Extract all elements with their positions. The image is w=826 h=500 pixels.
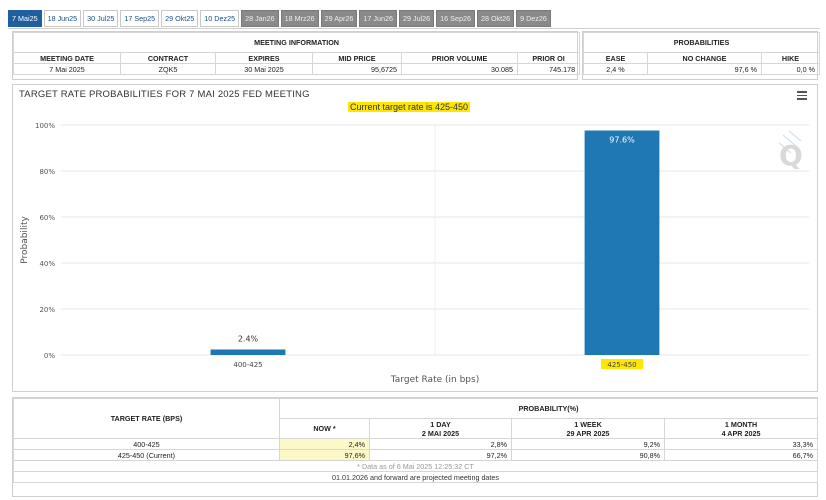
x-axis-label: Target Rate (in bps) — [390, 375, 479, 385]
bar — [584, 130, 660, 355]
row-day: 2,8% — [369, 438, 512, 450]
meeting-tab[interactable]: 18 Mrz26 — [280, 10, 319, 27]
col-1-week: 1 WEEK 29 APR 2025 — [511, 418, 665, 439]
meeting-info-title: MEETING INFORMATION — [12, 32, 581, 53]
y-tick-label: 0% — [44, 352, 55, 360]
mid-price-value: 95,6725 — [312, 63, 402, 75]
bar — [210, 349, 286, 355]
prior-volume-value: 30.085 — [401, 63, 518, 75]
probability-header: PROBABILITY(%) — [278, 398, 819, 419]
col-1-day: 1 DAY 2 MAI 2025 — [369, 418, 512, 439]
meeting-tab[interactable]: 29 Apr26 — [320, 10, 358, 27]
meeting-tab[interactable]: 29 Jul26 — [398, 10, 435, 27]
target-rate-header: TARGET RATE (BPS) — [13, 398, 280, 439]
ease-value: 2,4 % — [583, 63, 648, 75]
y-tick-label: 100% — [35, 122, 55, 130]
hike-value: 0,0 % — [760, 63, 821, 75]
meeting-tab[interactable]: 7 Mai25 — [8, 10, 42, 27]
meeting-tab[interactable]: 16 Sep26 — [436, 10, 475, 27]
row-rate: 425-450 (Current) — [13, 449, 280, 461]
meeting-tabs: 7 Mai25 18 Jun25 30 Jul25 17 Sep25 29 Okt25 1… — [8, 10, 551, 28]
meeting-tab[interactable]: 30 Jul25 — [83, 10, 119, 27]
meeting-tab[interactable]: 17 Jun26 — [359, 10, 397, 27]
expires-value: 30 Mai 2025 — [215, 63, 313, 75]
row-rate: 400-425 — [13, 438, 280, 450]
meeting-tab[interactable]: 28 Okt26 — [476, 10, 515, 27]
target-rate-chart-panel: TARGET RATE PROBABILITIES FOR 7 MAI 2025… — [12, 84, 818, 392]
hamburger-menu-icon[interactable] — [797, 91, 807, 100]
projected-dates-note: 01.01.2026 and forward are projected mee… — [12, 471, 819, 483]
col-hike: HIKE — [760, 52, 821, 64]
meeting-tab[interactable]: 29 Okt25 — [161, 10, 199, 27]
row-now: 2,4% — [279, 438, 370, 450]
data-label: 97.6% — [609, 136, 635, 145]
category-highlight — [601, 359, 643, 369]
meeting-tab[interactable]: 28 Jan26 — [241, 10, 279, 27]
meeting-tab[interactable]: 9 Dez26 — [516, 10, 551, 27]
row-month: 66,7% — [663, 449, 819, 461]
contract-value: ZQK5 — [120, 63, 216, 75]
col-now: NOW * — [279, 418, 370, 439]
row-now: 97,6% — [279, 449, 370, 461]
prior-oi-value: 745.178 — [516, 63, 581, 75]
probabilities-panel: PROBABILITIES EASE NO CHANGE HIKE 2,4 % … — [582, 31, 821, 80]
chart-subtitle: Current target rate is 425-450 — [348, 102, 471, 112]
no-change-value: 97,6 % — [647, 63, 762, 75]
col-prior-oi: PRIOR OI — [516, 52, 581, 64]
bar-chart: 0% 20% 40% 60% 80% 100% 2.4% 400-425 97.6% 425-45… — [20, 122, 809, 385]
y-axis-label: Probability — [20, 216, 30, 264]
col-no-change: NO CHANGE — [647, 52, 762, 64]
col-meeting-date: MEETING DATE — [13, 52, 121, 64]
cme-q-logo: Q — [778, 130, 803, 169]
col-ease: EASE — [583, 52, 648, 64]
col-prior-volume: PRIOR VOLUME — [401, 52, 518, 64]
y-tick-label: 60% — [39, 214, 55, 222]
x-tick-label: 425-450 — [607, 361, 636, 369]
row-week: 9,2% — [511, 438, 665, 450]
data-as-of-note: * Data as of 6 Mai 2025 12:25:32 CT — [12, 460, 819, 472]
meeting-tab[interactable]: 17 Sep25 — [120, 10, 160, 27]
row-month: 33,3% — [663, 438, 819, 450]
meeting-information-panel: MEETING INFORMATION MEETING DATE CONTRAC… — [12, 31, 581, 80]
probabilities-title: PROBABILITIES — [582, 32, 821, 53]
x-tick-label: 400-425 — [233, 361, 262, 369]
row-week: 90,8% — [511, 449, 665, 461]
col-mid-price: MID PRICE — [312, 52, 402, 64]
probability-table-panel: TARGET RATE (BPS) PROBABILITY(%) NOW * 1… — [12, 397, 819, 497]
y-tick-label: 20% — [39, 306, 55, 314]
meeting-date-value: 7 Mai 2025 — [13, 63, 121, 75]
col-expires: EXPIRES — [215, 52, 313, 64]
meeting-tab[interactable]: 10 Dez25 — [200, 10, 240, 27]
row-day: 97,2% — [369, 449, 512, 461]
divider — [8, 28, 820, 29]
meeting-tab[interactable]: 18 Jun25 — [43, 10, 82, 27]
data-label: 2.4% — [238, 334, 259, 343]
svg-text:Q: Q — [779, 139, 803, 169]
y-tick-label: 80% — [39, 168, 55, 176]
col-contract: CONTRACT — [120, 52, 216, 64]
y-tick-label: 40% — [39, 260, 55, 268]
chart-title: TARGET RATE PROBABILITIES FOR 7 MAI 2025… — [19, 89, 310, 100]
col-1-month: 1 MONTH 4 APR 2025 — [663, 418, 819, 439]
